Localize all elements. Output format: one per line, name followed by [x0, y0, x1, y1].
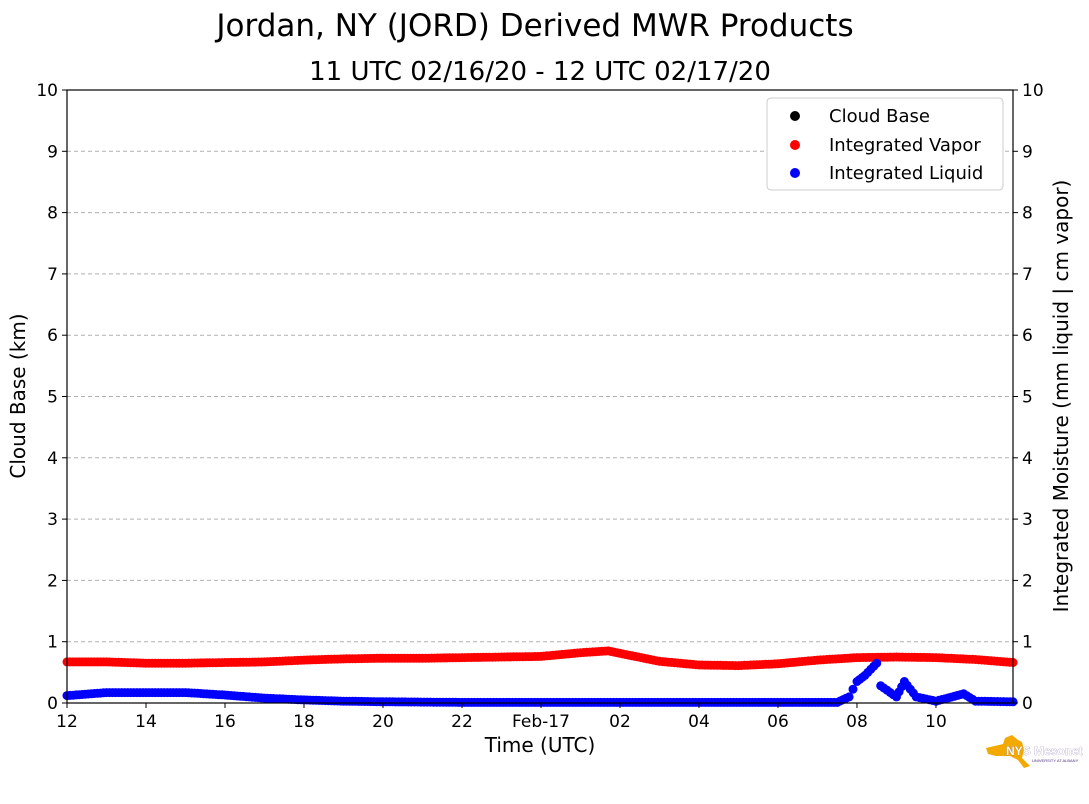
legend-label-integrated-vapor: Integrated Vapor: [829, 135, 981, 156]
x-tick-label: 18: [293, 712, 315, 732]
x-tick-label: 22: [451, 712, 473, 732]
grid: [67, 150, 1013, 643]
y-tick-label-left: 3: [47, 510, 58, 530]
legend-label-integrated-liquid: Integrated Liquid: [829, 163, 983, 184]
y-axis-right-label: Integrated Moisture (mm liquid | cm vapo…: [1049, 180, 1073, 613]
y-tick-label-left: 1: [47, 633, 58, 653]
y-tick-label-right: 0: [1022, 694, 1033, 714]
y-tick-label-right: 5: [1022, 388, 1033, 408]
data-points: [62, 646, 1018, 707]
x-tick-label: 04: [688, 712, 710, 732]
x-tick-label: 12: [56, 712, 78, 732]
y-tick-label-left: 8: [47, 204, 58, 224]
y-axis-left-label: Cloud Base (km): [6, 313, 30, 478]
data-point: [872, 658, 882, 668]
y-tick-label-right: 1: [1022, 633, 1033, 653]
chart-title: Jordan, NY (JORD) Derived MWR Products: [214, 8, 853, 44]
chart-subtitle: 11 UTC 02/16/20 - 12 UTC 02/17/20: [309, 57, 771, 87]
series-2: [62, 658, 1018, 707]
x-axis-label: Time (UTC): [484, 733, 596, 757]
series-1: [62, 646, 1018, 671]
data-point: [844, 692, 854, 702]
x-tick-label: 08: [846, 712, 868, 732]
y-tick-label-left: 7: [47, 265, 58, 285]
y-tick-label-right: 6: [1022, 326, 1033, 346]
y-tick-label-right: 8: [1022, 204, 1033, 224]
legend-marker-cloud-base: [790, 111, 800, 121]
x-tick-label: 14: [135, 712, 157, 732]
x-tick-label: 16: [214, 712, 236, 732]
y-tick-label-right: 10: [1022, 81, 1044, 101]
y-tick-label-left: 2: [47, 571, 58, 591]
y-tick-label-right: 3: [1022, 510, 1033, 530]
logo-text: NYS Mesonet: [1006, 744, 1083, 758]
y-tick-label-right: 4: [1022, 449, 1033, 469]
legend-marker-integrated-vapor: [790, 140, 800, 150]
legend-marker-integrated-liquid: [790, 168, 800, 178]
x-tick-label: Feb-17: [512, 712, 570, 732]
y-tick-label-right: 7: [1022, 265, 1033, 285]
y-tick-label-left: 4: [47, 449, 58, 469]
x-tick-label: 10: [925, 712, 947, 732]
nys-mesonet-logo: NYS Mesonet UNIVERSITY AT ALBANY: [986, 735, 1083, 768]
legend-box: [766, 97, 1004, 191]
y-tick-label-left: 10: [36, 81, 58, 101]
legend: Cloud Base Integrated Vapor Integrated L…: [766, 97, 1004, 191]
x-tick-label: 02: [609, 712, 631, 732]
logo-subtext: UNIVERSITY AT ALBANY: [1032, 758, 1079, 763]
y-axes: 0 0 1 1 2 2 3 3 4 4 5 5 6 6 7 7 8 8 9 9 10 10: [36, 81, 1043, 714]
y-tick-label-left: 0: [47, 694, 58, 714]
y-tick-label-left: 9: [47, 142, 58, 162]
y-tick-label-left: 6: [47, 326, 58, 346]
x-tick-label: 06: [767, 712, 789, 732]
data-point: [848, 684, 858, 694]
legend-label-cloud-base: Cloud Base: [829, 106, 930, 127]
y-tick-label-right: 9: [1022, 142, 1033, 162]
x-axis: 12 14 16 18 20 22 Feb-17 02 04 06 08 10: [56, 703, 947, 732]
x-tick-label: 20: [372, 712, 394, 732]
y-tick-label-right: 2: [1022, 571, 1033, 591]
ny-state-shape-icon: [986, 735, 1030, 768]
y-tick-label-left: 5: [47, 388, 58, 408]
